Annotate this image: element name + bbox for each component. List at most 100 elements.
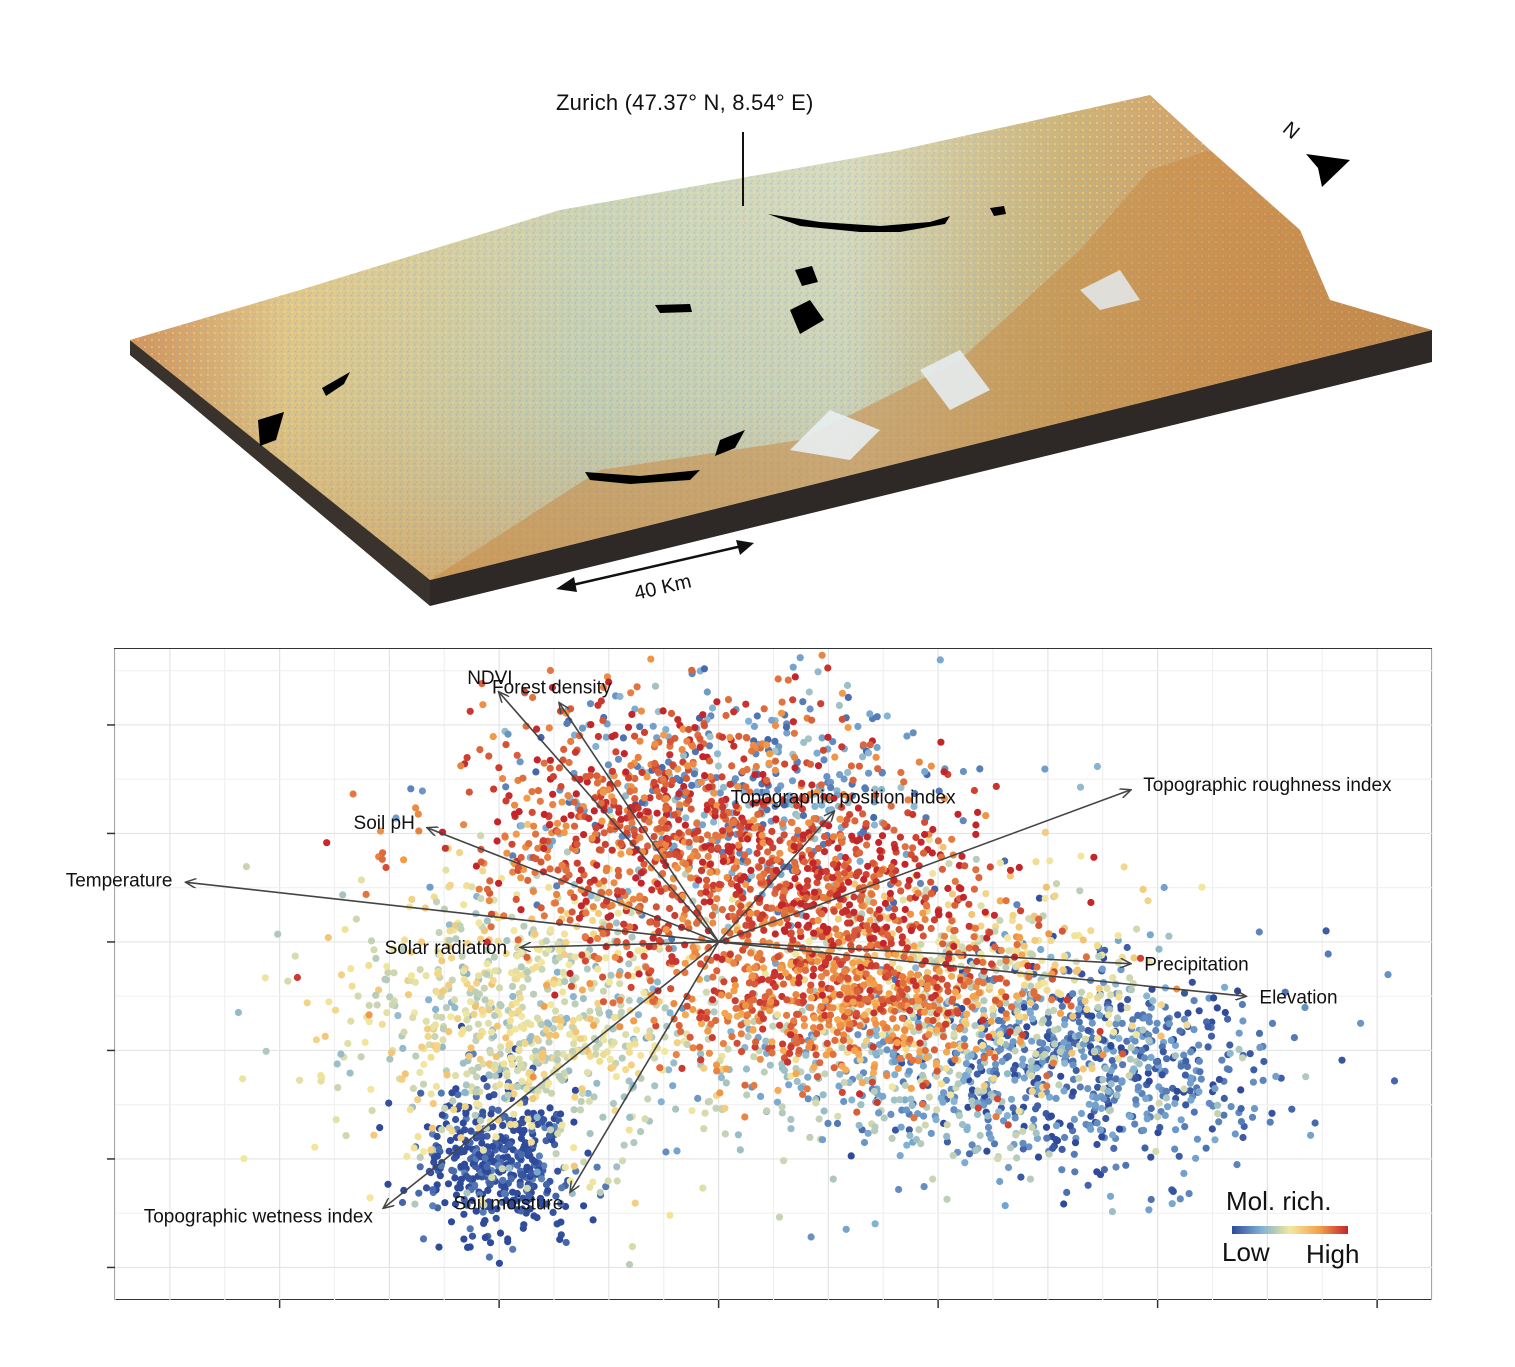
scatter-point xyxy=(1250,1105,1259,1113)
scatter-point xyxy=(1009,1038,1017,1046)
scatter-point xyxy=(836,815,844,823)
scatter-point xyxy=(595,846,604,854)
scatter-point xyxy=(925,1093,934,1101)
scatter-point xyxy=(617,1008,626,1016)
scatter-point xyxy=(871,1220,879,1228)
scatter-point xyxy=(502,1034,510,1042)
scatter-point xyxy=(700,1125,708,1133)
scatter-point xyxy=(959,817,967,825)
scatter-point xyxy=(599,930,607,938)
scatter-point xyxy=(863,841,871,849)
scatter-point xyxy=(1011,1047,1019,1055)
scatter-point xyxy=(662,795,670,803)
scatter-point xyxy=(509,1245,517,1253)
scatter-point xyxy=(1031,936,1039,945)
scatter-point xyxy=(619,734,628,742)
scatter-point xyxy=(805,937,813,946)
scatter-point xyxy=(1006,1144,1015,1152)
scatter-point xyxy=(612,919,621,927)
scatter-point xyxy=(630,1017,638,1025)
scatter-point xyxy=(636,833,644,842)
scatter-point xyxy=(698,866,706,874)
scatter-point xyxy=(982,812,990,820)
scatter-point xyxy=(1045,930,1053,938)
scatter-point xyxy=(1075,1018,1083,1026)
scatter-point xyxy=(728,904,736,913)
scatter-point xyxy=(400,1186,408,1194)
scatter-point xyxy=(1041,828,1049,837)
scatter-point xyxy=(1016,933,1024,942)
scatter-point xyxy=(534,844,542,852)
scatter-point xyxy=(932,1116,940,1124)
scatter-point xyxy=(693,819,701,828)
scatter-point xyxy=(960,982,968,990)
scatter-point xyxy=(789,936,797,944)
scatter-point xyxy=(823,773,831,781)
scatter-point xyxy=(915,1023,923,1031)
scatter-point xyxy=(518,1151,526,1159)
scatter-point xyxy=(799,992,807,1000)
scatter-point xyxy=(730,742,738,750)
scatter-point xyxy=(1260,1057,1268,1066)
scatter-point xyxy=(587,766,595,774)
scatter-point xyxy=(933,1072,941,1080)
scatter-point xyxy=(1060,1039,1068,1047)
scatter-point xyxy=(1071,1168,1079,1176)
scatter-point xyxy=(1126,1055,1134,1063)
scatter-point xyxy=(648,886,656,894)
scatter-point xyxy=(713,895,721,903)
scatter-point xyxy=(721,1130,729,1138)
scatter-point xyxy=(407,972,416,980)
scatter-point xyxy=(516,1061,524,1069)
scatter-point xyxy=(846,1038,854,1046)
scatter-point xyxy=(990,1074,998,1082)
scatter-point xyxy=(861,1011,869,1019)
scatter-point xyxy=(616,996,624,1004)
scatter-point xyxy=(1239,1017,1247,1025)
scatter-point xyxy=(1145,1031,1153,1039)
scatter-point xyxy=(717,1074,726,1082)
scatter-point xyxy=(532,830,540,838)
scatter-point xyxy=(487,999,495,1007)
scatter-point xyxy=(730,959,738,967)
scatter-point xyxy=(1076,1083,1084,1091)
scatter-point xyxy=(431,1032,439,1041)
scatter-point xyxy=(362,890,370,899)
scatter-point xyxy=(570,798,579,806)
scatter-point xyxy=(1054,989,1062,997)
scatter-point xyxy=(477,1196,485,1204)
scatter-point xyxy=(590,1093,598,1101)
scatter-point xyxy=(580,1202,588,1210)
scatter-point xyxy=(784,921,792,929)
scatter-point xyxy=(939,1033,948,1041)
scatter-point xyxy=(910,1114,918,1122)
scatter-point xyxy=(719,1040,728,1048)
scatter-point xyxy=(835,1082,843,1090)
scatter-point xyxy=(368,1107,376,1115)
scatter-point xyxy=(552,1031,560,1039)
scatter-point xyxy=(560,745,568,754)
scatter-point xyxy=(897,1001,906,1009)
scatter-point xyxy=(1195,1007,1203,1015)
scatter-point xyxy=(820,1107,828,1115)
scatter-point xyxy=(556,1023,565,1031)
scatter-point xyxy=(710,818,718,826)
scatter-point xyxy=(950,1030,958,1038)
scatter-point xyxy=(1122,1161,1130,1169)
scatter-point xyxy=(958,943,966,951)
scatter-point xyxy=(1002,979,1011,987)
scatter-point xyxy=(701,772,709,780)
scatter-point xyxy=(657,887,665,895)
scatter-point xyxy=(620,920,628,928)
scatter-point xyxy=(563,848,572,856)
scatter-point xyxy=(710,1008,718,1016)
scatter-point xyxy=(542,937,550,945)
scatter-point xyxy=(665,904,674,913)
scatter-point xyxy=(1130,954,1138,962)
scatter-point xyxy=(696,735,704,743)
scatter-point xyxy=(493,837,501,845)
scatter-point xyxy=(812,1099,820,1107)
scatter-point xyxy=(791,795,800,803)
scatter-point xyxy=(657,1098,665,1106)
scatter-point xyxy=(771,930,779,938)
